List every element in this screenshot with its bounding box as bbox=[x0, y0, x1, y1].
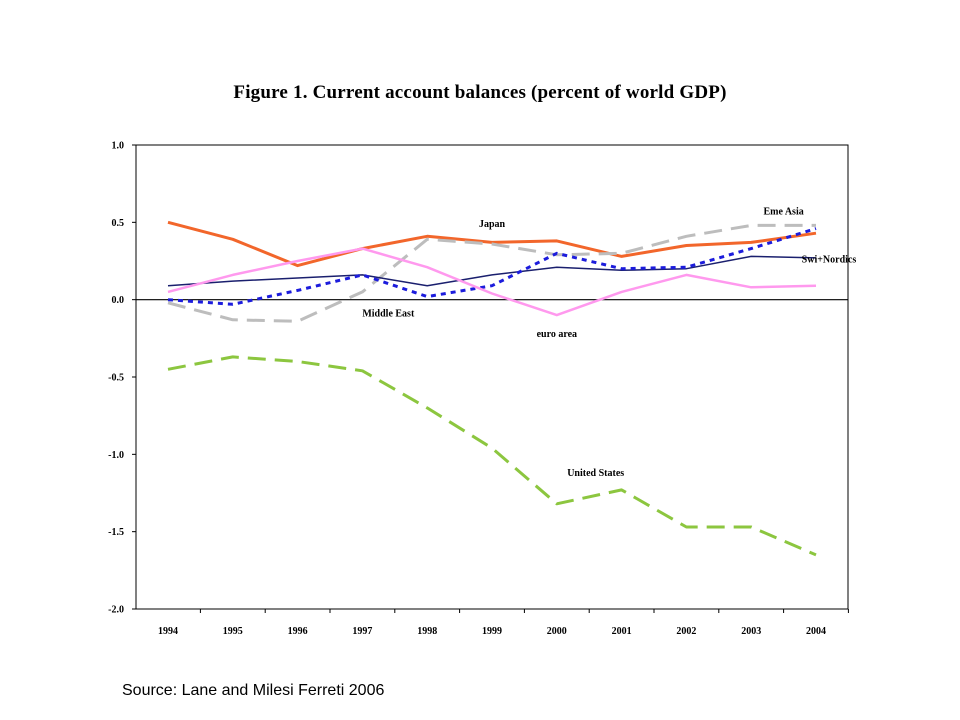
series-label: Swi+Nordics bbox=[802, 255, 857, 266]
series-label: Eme Asia bbox=[763, 207, 803, 218]
y-tick-label: -1.0 bbox=[108, 450, 124, 461]
y-tick-label: 0.5 bbox=[112, 218, 125, 229]
x-tick-label: 2002 bbox=[676, 626, 696, 637]
series-line-japan bbox=[167, 220, 817, 268]
series-lines bbox=[167, 220, 817, 557]
x-tick-label: 1998 bbox=[417, 626, 437, 637]
series-line-eme-asia bbox=[167, 223, 816, 323]
x-tick-label: 2003 bbox=[741, 626, 761, 637]
x-tick-label: 1999 bbox=[482, 626, 502, 637]
y-tick-label: -1.5 bbox=[108, 527, 124, 538]
y-tick-label: 1.0 bbox=[112, 141, 125, 152]
x-tick-label: 1997 bbox=[352, 626, 372, 637]
source-note: Source: Lane and Milesi Ferreti 2006 bbox=[122, 682, 385, 699]
x-tick-label: 2001 bbox=[612, 626, 632, 637]
series-annotations: Japan Eme Asia Swi+Nordics Middle East euro … bbox=[362, 207, 856, 479]
x-axis: 1994 1995 1996 1997 1998 1999 2000 2001 2002 2003… bbox=[158, 609, 849, 637]
x-tick-label: 1994 bbox=[158, 626, 178, 637]
series-label: Middle East bbox=[362, 309, 415, 320]
series-line-swi-nordics bbox=[167, 255, 817, 287]
series-label: Japan bbox=[479, 219, 506, 230]
plot-border bbox=[135, 144, 849, 610]
chart-title: Figure 1. Current account balances (perc… bbox=[233, 82, 727, 103]
x-tick-label: 1995 bbox=[223, 626, 243, 637]
plot-frame bbox=[135, 144, 849, 610]
series-label: United States bbox=[567, 468, 624, 479]
y-tick-label: -0.5 bbox=[108, 373, 124, 384]
series-line-united-states bbox=[167, 355, 817, 557]
x-tick-label: 2004 bbox=[806, 626, 826, 637]
y-tick-label: -2.0 bbox=[108, 605, 124, 616]
series-line-middle-east bbox=[167, 227, 817, 306]
x-tick-label: 2000 bbox=[547, 626, 567, 637]
series-label: euro area bbox=[537, 329, 577, 340]
x-tick-label: 1996 bbox=[288, 626, 308, 637]
y-tick-label: 0.0 bbox=[112, 295, 125, 306]
y-axis: 1.0 0.5 0.0 -0.5 -1.0 -1.5 -2.0 bbox=[108, 141, 136, 616]
series-line-euro-area bbox=[167, 247, 817, 317]
